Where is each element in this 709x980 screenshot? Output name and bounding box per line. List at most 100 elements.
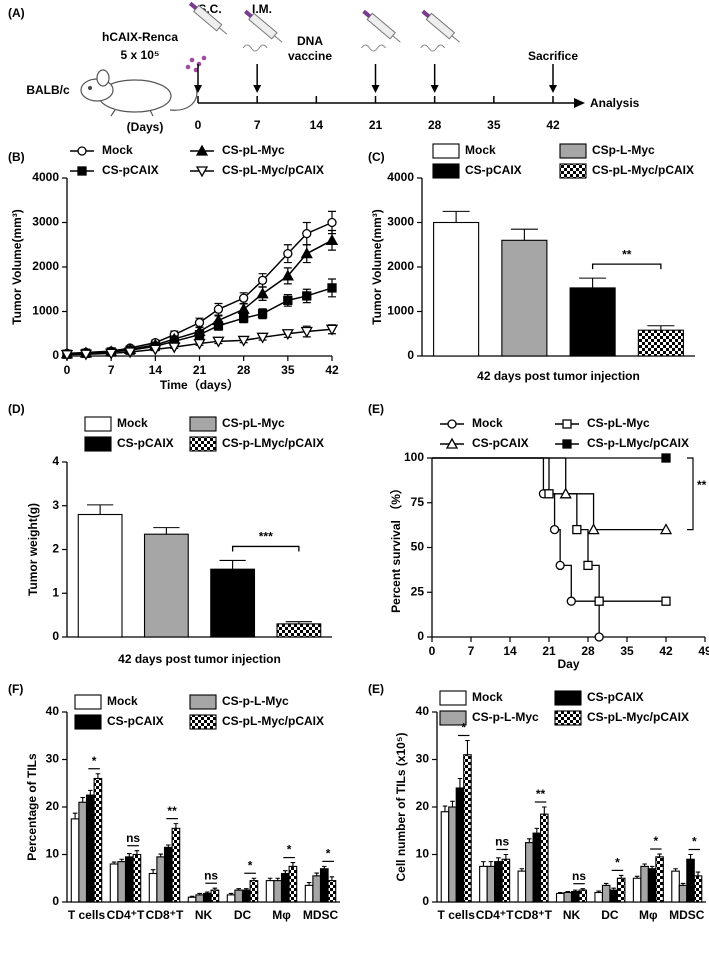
y-axis-label: Tumor weight(g) xyxy=(26,503,40,596)
marker xyxy=(566,596,576,606)
plunger xyxy=(421,9,431,18)
marker xyxy=(256,287,269,299)
significance-bracket xyxy=(231,545,300,552)
x-tick-label: 14 xyxy=(149,363,163,377)
bar xyxy=(93,777,103,903)
bar xyxy=(304,884,314,903)
y-tick-label: 4 xyxy=(52,454,59,468)
panel-label: (B) xyxy=(8,150,25,164)
legend-label: Mock xyxy=(102,143,133,157)
error-bar xyxy=(329,876,335,881)
error-bar xyxy=(642,863,647,867)
bar xyxy=(448,806,457,903)
significance-label: ns xyxy=(572,869,586,883)
arrow-head xyxy=(574,98,585,108)
error-bar xyxy=(275,877,280,881)
x-tick-label: 42 xyxy=(659,644,673,658)
day-label: 0 xyxy=(195,118,202,132)
bar xyxy=(616,877,626,903)
error-bar xyxy=(251,877,257,881)
bar xyxy=(594,891,603,903)
x-tick-label: 35 xyxy=(620,644,634,658)
x-tick-label: MDSC xyxy=(303,908,339,922)
legend-marker xyxy=(562,439,572,449)
significance-label: *** xyxy=(259,530,273,544)
legend-label: CS-pL-Myc/pCAIX xyxy=(222,163,324,177)
cell-label: hCAIX-Renca xyxy=(102,30,178,44)
error-bar xyxy=(197,892,202,895)
bar xyxy=(601,884,611,903)
error-bar xyxy=(611,887,616,891)
marker xyxy=(168,342,181,354)
significance-label: ** xyxy=(167,804,177,818)
bar xyxy=(319,868,329,903)
x-tick-label: 28 xyxy=(581,644,595,658)
arrow-head xyxy=(194,85,202,93)
needle xyxy=(274,35,283,43)
y-tick-label: 1000 xyxy=(32,304,59,318)
x-tick-label: 49 xyxy=(698,644,709,658)
x-tick-label: CD8⁺T xyxy=(514,908,552,922)
bar xyxy=(276,623,322,638)
legend-swatch xyxy=(189,436,217,452)
error-bar xyxy=(72,812,78,819)
x-tick-label: CD4⁺T xyxy=(107,908,145,922)
marker xyxy=(300,247,313,259)
marker xyxy=(327,283,337,293)
marker xyxy=(659,523,673,535)
legend-swatch xyxy=(84,416,112,432)
bar xyxy=(265,880,275,903)
legend-swatch xyxy=(439,710,467,726)
x-tick-label: 28 xyxy=(237,363,251,377)
legend-marker xyxy=(77,146,87,156)
legend-swatch xyxy=(189,416,217,432)
significance-label: * xyxy=(92,754,97,768)
end-label: Sacrifice xyxy=(528,49,578,63)
legend-label: CS-pL-Myc/pCAIX xyxy=(592,163,694,177)
error-bar xyxy=(542,806,547,815)
error-bar xyxy=(228,892,234,895)
legend-swatch xyxy=(432,163,460,179)
error-bar xyxy=(657,853,662,857)
bar xyxy=(78,801,88,903)
legend-label: CS-pL-Myc/pCAIX xyxy=(587,710,689,724)
cells xyxy=(185,55,207,73)
error-bar xyxy=(212,887,218,891)
error-bar xyxy=(673,868,678,872)
significance-label: ** xyxy=(697,478,707,492)
bar xyxy=(637,329,684,357)
error-bar xyxy=(649,865,655,869)
x-tick-label: 21 xyxy=(542,644,556,658)
y-tick-label: 2000 xyxy=(387,259,414,273)
legend-swatch xyxy=(189,694,217,710)
legend-marker xyxy=(445,437,459,449)
significance-label: * xyxy=(326,847,331,861)
x-axis-label: 42 days post tumor injection xyxy=(118,652,281,666)
arrow-head xyxy=(371,85,380,93)
panel-label: (E) xyxy=(368,402,384,416)
needle xyxy=(392,35,401,43)
legend-label: CS-pCAIX xyxy=(117,436,174,450)
bar xyxy=(280,872,290,903)
y-tick-label: 4000 xyxy=(32,170,59,184)
bar xyxy=(632,877,642,903)
y-axis-label: Tumor Volume(mm³) xyxy=(10,209,24,325)
bar xyxy=(563,891,573,903)
y-tick-label: 30 xyxy=(416,752,430,766)
error-bar xyxy=(695,871,701,876)
marker xyxy=(283,248,293,259)
bar xyxy=(686,858,695,903)
legend-label: CS-pL-Myc xyxy=(222,143,285,157)
legend-swatch xyxy=(189,714,217,730)
bar xyxy=(163,846,173,903)
panel-label: (C) xyxy=(368,150,385,164)
syringe xyxy=(425,12,456,40)
legend-label: CS-pCAIX xyxy=(465,163,522,177)
legend-marker xyxy=(562,419,572,429)
legend-swatch xyxy=(554,710,582,726)
legend-swatch xyxy=(559,143,587,159)
legend-swatch xyxy=(439,690,467,706)
bar xyxy=(70,818,80,903)
error-bar xyxy=(496,857,501,862)
error-bar xyxy=(166,844,171,848)
